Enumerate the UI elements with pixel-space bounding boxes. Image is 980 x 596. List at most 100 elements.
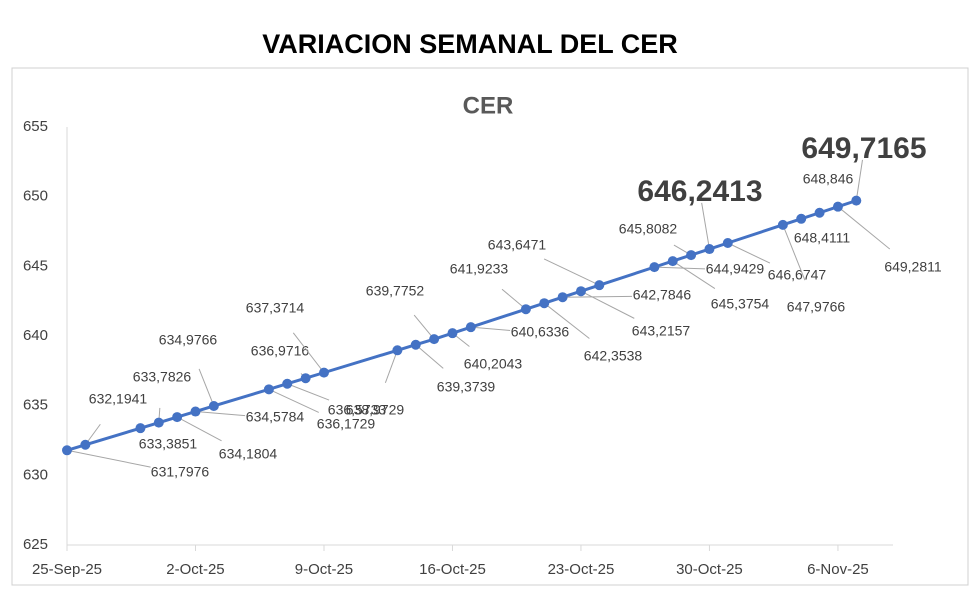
y-tick-label: 640 — [23, 327, 48, 344]
data-label: 642,3538 — [584, 348, 643, 364]
leader-line — [501, 288, 527, 310]
leader-line — [654, 266, 706, 270]
leader-line — [195, 411, 246, 417]
series-line — [66, 199, 857, 452]
leader-line — [198, 368, 215, 407]
x-tick-label: 16-Oct-25 — [419, 561, 486, 578]
data-label: 634,5784 — [246, 409, 305, 425]
leader-line — [413, 314, 435, 340]
point — [172, 412, 183, 423]
point — [300, 373, 311, 384]
leader-line — [837, 206, 891, 250]
point — [539, 298, 550, 309]
x-tick-label: 2-Oct-25 — [166, 561, 224, 578]
data-label: 640,2043 — [464, 356, 523, 372]
point — [777, 219, 788, 230]
data-label: 643,2157 — [632, 323, 691, 339]
data-label: 633,7826 — [133, 369, 192, 385]
data-label: 645,3754 — [711, 296, 770, 312]
x-tick-label: 30-Oct-25 — [676, 561, 743, 578]
data-label: 636,5733 — [328, 402, 387, 418]
data-label: 639,7752 — [366, 283, 425, 299]
x-tick-label: 25-Sep-25 — [32, 561, 102, 578]
leader-line — [562, 295, 633, 298]
x-tick-label: 6-Nov-25 — [807, 561, 869, 578]
y-tick-label: 625 — [23, 536, 48, 553]
leader-line — [855, 159, 863, 201]
leader-line — [543, 258, 600, 286]
point — [80, 439, 91, 450]
data-label: 649,2811 — [884, 259, 942, 275]
point — [318, 367, 329, 378]
data-label: 634,9766 — [159, 332, 218, 348]
leader-line — [701, 202, 710, 250]
data-label: 649,7165 — [801, 132, 926, 165]
data-label: 647,9766 — [787, 299, 846, 315]
leader-line — [580, 290, 635, 319]
point — [814, 207, 825, 218]
chart-frame — [11, 67, 969, 586]
data-label: 646,6747 — [768, 267, 827, 283]
point — [520, 304, 531, 315]
y-tick-label: 650 — [23, 188, 48, 205]
point — [410, 339, 421, 350]
point — [429, 334, 440, 345]
point — [851, 195, 862, 206]
point — [263, 384, 274, 395]
leader-line — [543, 302, 590, 339]
data-label: 634,1804 — [219, 446, 278, 462]
data-label: 633,3851 — [139, 436, 198, 452]
y-tick-label: 635 — [23, 397, 48, 414]
point — [557, 292, 568, 303]
leader-line — [292, 332, 325, 373]
leader-line — [415, 344, 444, 369]
point — [796, 213, 807, 224]
y-tick-label: 645 — [23, 257, 48, 274]
point — [575, 286, 586, 297]
point — [62, 445, 72, 456]
leader-line — [470, 326, 511, 331]
data-label: 638,9729 — [346, 402, 405, 418]
point — [282, 378, 293, 389]
point — [153, 417, 164, 428]
point — [208, 400, 219, 411]
data-label: 646,2413 — [637, 175, 762, 208]
point — [722, 237, 733, 248]
data-label: 648,4111 — [794, 230, 851, 246]
x-tick-label: 23-Oct-25 — [548, 561, 615, 578]
leader-line — [782, 224, 806, 281]
leader-line — [287, 383, 330, 401]
leader-line — [66, 449, 151, 468]
data-label: 637,3714 — [246, 300, 305, 316]
point — [447, 328, 458, 339]
leader-line — [672, 260, 716, 290]
data-label: 631,7976 — [151, 464, 210, 480]
point — [649, 262, 660, 273]
point — [190, 406, 201, 417]
data-label: 642,7846 — [633, 287, 692, 303]
leader-line — [384, 350, 398, 384]
point — [594, 280, 605, 291]
data-label: 636,9716 — [251, 343, 310, 359]
point — [135, 423, 146, 434]
point — [392, 345, 403, 356]
data-label: 644,9429 — [706, 261, 765, 277]
leader-line — [268, 388, 319, 413]
chart-title: VARIACION SEMANAL DEL CER — [262, 29, 678, 59]
leader-line — [727, 242, 771, 264]
data-label: 645,8082 — [619, 221, 678, 237]
point — [667, 256, 678, 267]
point — [465, 322, 476, 333]
point — [704, 244, 715, 255]
data-label: 640,6336 — [511, 324, 570, 340]
y-tick-label: 655 — [23, 118, 48, 135]
leader-line — [176, 416, 222, 442]
data-label: 648,846 — [803, 171, 854, 187]
data-label: 632,1941 — [89, 391, 148, 407]
point — [832, 201, 843, 212]
data-label: 639,3739 — [437, 379, 496, 395]
data-label: 643,6471 — [488, 237, 547, 253]
point — [686, 250, 697, 261]
data-label: 641,9233 — [450, 261, 509, 277]
